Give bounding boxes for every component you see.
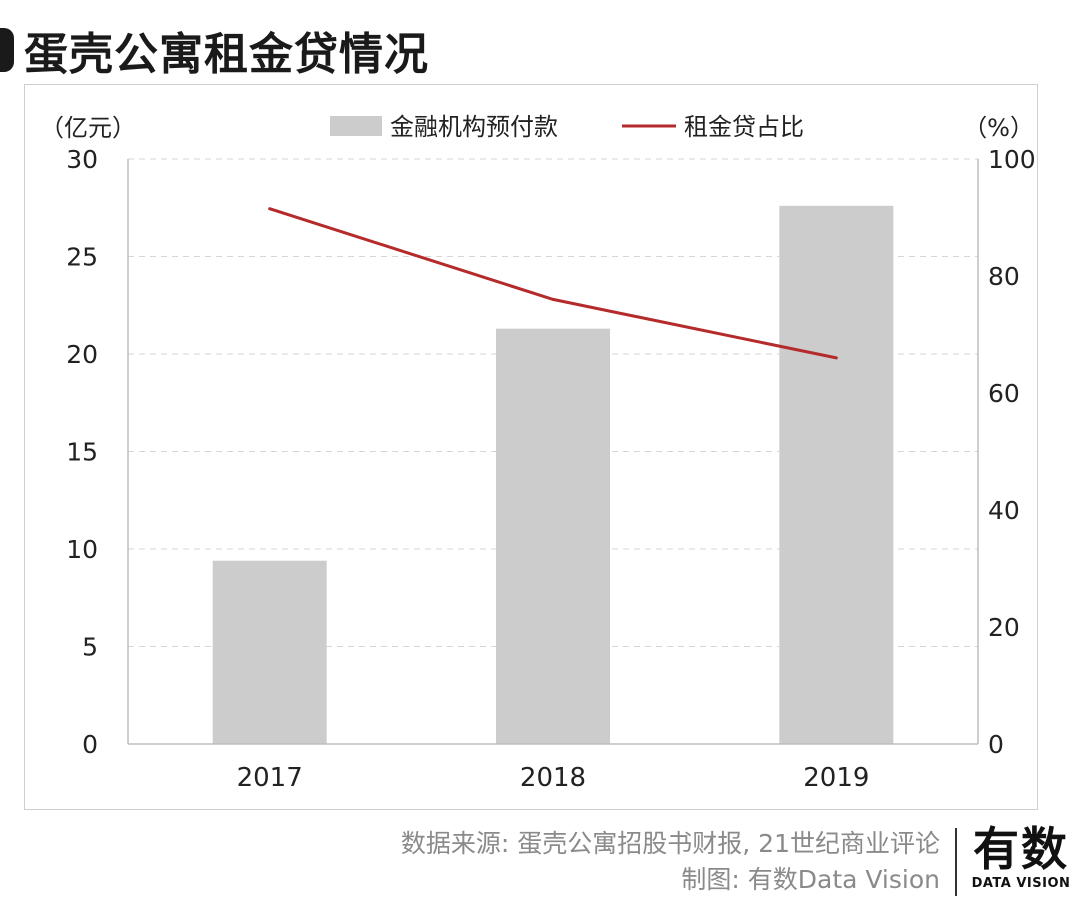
legend-label-line: 租金贷占比 <box>684 113 804 141</box>
line-series <box>268 207 838 360</box>
y-tick-label-right: 0 <box>988 730 1004 759</box>
chart-credit: 制图: 有数Data Vision <box>681 865 940 894</box>
brand-divider <box>955 828 957 896</box>
line-point <box>834 356 838 360</box>
y-tick-label-right: 100 <box>988 145 1036 174</box>
data-source: 数据来源: 蛋壳公寓招股书财报, 21世纪商业评论 <box>400 829 940 858</box>
chart-title: 蛋壳公寓租金贷情况 <box>24 29 429 80</box>
y-axis-left-unit: （亿元） <box>40 114 136 142</box>
y-tick-label-left: 0 <box>82 730 98 759</box>
axes: 0 5 10 15 20 25 30 0 20 40 60 80 100 （亿元） （%） 2017 2018 2… <box>40 114 1036 793</box>
bar <box>496 328 610 744</box>
title-marker <box>0 28 14 72</box>
x-tick-label: 2018 <box>520 763 586 793</box>
brand-logo: 有数 DATA VISION <box>966 824 1076 891</box>
y-tick-label-left: 20 <box>66 340 98 369</box>
y-tick-label-left: 30 <box>66 145 98 174</box>
legend-swatch-bar <box>330 116 382 136</box>
y-axis-right-unit: （%） <box>963 114 1034 142</box>
y-tick-label-right: 40 <box>988 496 1020 525</box>
chart-frame <box>24 84 1038 810</box>
x-tick-label: 2019 <box>803 763 869 793</box>
bar <box>212 560 327 744</box>
footer: 数据来源: 蛋壳公寓招股书财报, 21世纪商业评论 制图: 有数Data Vis… <box>401 826 940 898</box>
x-tick-label: 2017 <box>237 763 303 793</box>
y-tick-label-right: 80 <box>988 262 1020 291</box>
bar <box>779 205 894 745</box>
line-point <box>551 297 555 301</box>
y-tick-label-right: 20 <box>988 613 1020 642</box>
y-tick-label-left: 25 <box>66 243 98 272</box>
brand-name-cn: 有数 <box>973 822 1069 876</box>
legend-label-bar: 金融机构预付款 <box>390 113 558 141</box>
y-tick-label-right: 60 <box>988 379 1020 408</box>
y-tick-label-left: 5 <box>82 633 98 662</box>
y-tick-label-left: 10 <box>66 535 98 564</box>
line-point <box>268 207 272 211</box>
bar-series <box>212 205 894 745</box>
chart-title-bar: 蛋壳公寓租金贷情况 <box>0 22 429 80</box>
legend: 金融机构预付款 租金贷占比 <box>330 113 804 141</box>
y-tick-label-left: 15 <box>66 438 98 467</box>
brand-name-en: DATA VISION <box>971 876 1071 891</box>
